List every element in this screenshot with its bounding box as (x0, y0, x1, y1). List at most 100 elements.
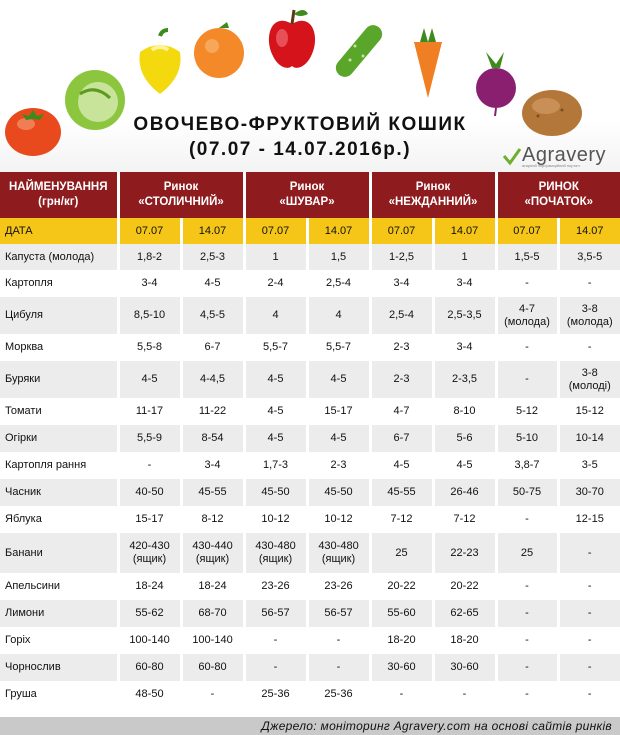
price-cell: 4-5 (118, 361, 183, 398)
product-name: Картопля (0, 270, 120, 297)
price-cell: 1-2,5 (370, 244, 435, 270)
price-cell: 4 (307, 297, 372, 334)
column-header-market: РИНОК «ПОЧАТОК» (496, 172, 620, 218)
price-cell: 4-5 (370, 452, 435, 479)
price-cell: 55-62 (118, 600, 183, 627)
product-name: Томати (0, 398, 120, 425)
check-icon (502, 148, 522, 166)
price-cell: 3-4 (433, 270, 498, 297)
product-name: Чорнослив (0, 654, 120, 681)
price-cell: - (118, 452, 183, 479)
price-cell: 4-7 (молода) (496, 297, 560, 334)
cucumber-icon (335, 25, 383, 77)
price-cell: - (558, 600, 620, 627)
price-cell: 4-5 (244, 361, 309, 398)
price-cell: 20-22 (370, 573, 435, 600)
price-cell: 3-4 (118, 270, 183, 297)
price-cell: 4-5 (244, 425, 309, 452)
price-cell: 430-480 (ящик) (244, 533, 309, 573)
price-cell: 12-15 (558, 506, 620, 533)
price-cell: 6-7 (181, 334, 246, 361)
price-cell: 10-12 (307, 506, 372, 533)
table-row: Горіх 100-140 100-140- -18-20 18-20- - (0, 627, 620, 654)
price-cell: 1,5 (307, 244, 372, 270)
price-cell: 7-12 (370, 506, 435, 533)
price-cell: 5,5-7 (307, 334, 372, 361)
price-cell: 55-60 (370, 600, 435, 627)
price-cell: 30-60 (433, 654, 498, 681)
price-cell: 3-8 (молоді) (558, 361, 620, 398)
price-cell: - (558, 334, 620, 361)
product-name: Цибуля (0, 297, 120, 334)
price-cell: 15-17 (307, 398, 372, 425)
price-cell: 23-26 (244, 573, 309, 600)
price-cell: 4-5 (244, 398, 309, 425)
price-cell: - (496, 270, 560, 297)
column-header-market: Ринок «ШУВАР» (244, 172, 372, 218)
price-cell: 1 (244, 244, 309, 270)
table-row: Чорнослив 60-80 60-80- -30-60 30-60- - (0, 654, 620, 681)
price-cell: 48-50 (118, 681, 183, 708)
price-cell: 10-12 (244, 506, 309, 533)
price-cell: 60-80 (181, 654, 246, 681)
price-cell: 45-55 (370, 479, 435, 506)
price-cell: - (558, 270, 620, 297)
carrot-icon (414, 28, 442, 98)
table-row: Томати 11-17 11-22 4-5 15-17 4-7 8-10 5-12 15-12 (0, 398, 620, 425)
apple-icon (268, 9, 316, 68)
price-cell: - (496, 506, 560, 533)
table-row: Лимони 55-62 68-70 56-57 56-57 55-60 62-65- - (0, 600, 620, 627)
price-cell: 45-50 (244, 479, 309, 506)
date-cell: 07.07 (244, 218, 309, 244)
pepper-icon (139, 28, 181, 94)
date-cell: 14.07 (307, 218, 372, 244)
price-cell: - (496, 334, 560, 361)
price-cell: 23-26 (307, 573, 372, 600)
price-cell: 2,5-4 (370, 297, 435, 334)
product-name: Апельсини (0, 573, 120, 600)
price-cell: - (496, 627, 560, 654)
price-cell: 30-70 (558, 479, 620, 506)
table-row: Капуста (молода) 1,8-2 2,5-3 1 1,5 1-2,5 1 1,5-… (0, 244, 620, 270)
orange-icon (194, 22, 244, 78)
price-cell: - (558, 573, 620, 600)
price-cell: 45-55 (181, 479, 246, 506)
price-cell: 430-440 (ящик) (181, 533, 246, 573)
price-cell: 22-23 (433, 533, 498, 573)
header-row: НАЙМЕНУВАННЯ (грн/кг) Ринок «СТОЛИЧНИЙ» … (0, 172, 620, 218)
date-row: ДАТА 07.07 14.07 07.07 14.07 07.07 14.07… (0, 218, 620, 244)
price-cell: - (370, 681, 435, 708)
product-name: Горіх (0, 627, 120, 654)
price-cell: 68-70 (181, 600, 246, 627)
price-cell: 6-7 (370, 425, 435, 452)
price-cell: 5,5-7 (244, 334, 309, 361)
title-line-2: (07.07 - 14.07.2016р.) (188, 139, 412, 160)
date-cell: 14.07 (181, 218, 246, 244)
date-cell: 07.07 (496, 218, 560, 244)
title-line-1: ОВОЧЕВО-ФРУКТОВИЙ КОШИК (133, 114, 467, 135)
price-cell: - (181, 681, 246, 708)
table-row: Морква 5,5-8 6-7 5,5-7 5,5-7 2-3 3-4- - (0, 334, 620, 361)
price-cell: 10-14 (558, 425, 620, 452)
product-name: Капуста (молода) (0, 244, 120, 270)
price-cell: - (496, 654, 560, 681)
date-cell: 07.07 (370, 218, 435, 244)
price-cell: 430-480 (ящик) (307, 533, 372, 573)
price-cell: - (558, 681, 620, 708)
price-cell: 100-140 (118, 627, 183, 654)
product-name: Яблука (0, 506, 120, 533)
price-cell: - (244, 627, 309, 654)
column-header-market: Ринок «НЕЖДАННИЙ» (370, 172, 498, 218)
price-cell: - (496, 573, 560, 600)
tomato-icon (5, 108, 61, 156)
product-name: Лимони (0, 600, 120, 627)
price-cell: 3,5-5 (558, 244, 620, 270)
product-name: Огірки (0, 425, 120, 452)
price-cell: 100-140 (181, 627, 246, 654)
price-cell: 3-4 (181, 452, 246, 479)
price-cell: 45-50 (307, 479, 372, 506)
potato-icon (522, 90, 582, 136)
price-table: НАЙМЕНУВАННЯ (грн/кг) Ринок «СТОЛИЧНИЙ» … (0, 172, 620, 708)
price-cell: 2-3,5 (433, 361, 498, 398)
price-cell: 18-20 (433, 627, 498, 654)
